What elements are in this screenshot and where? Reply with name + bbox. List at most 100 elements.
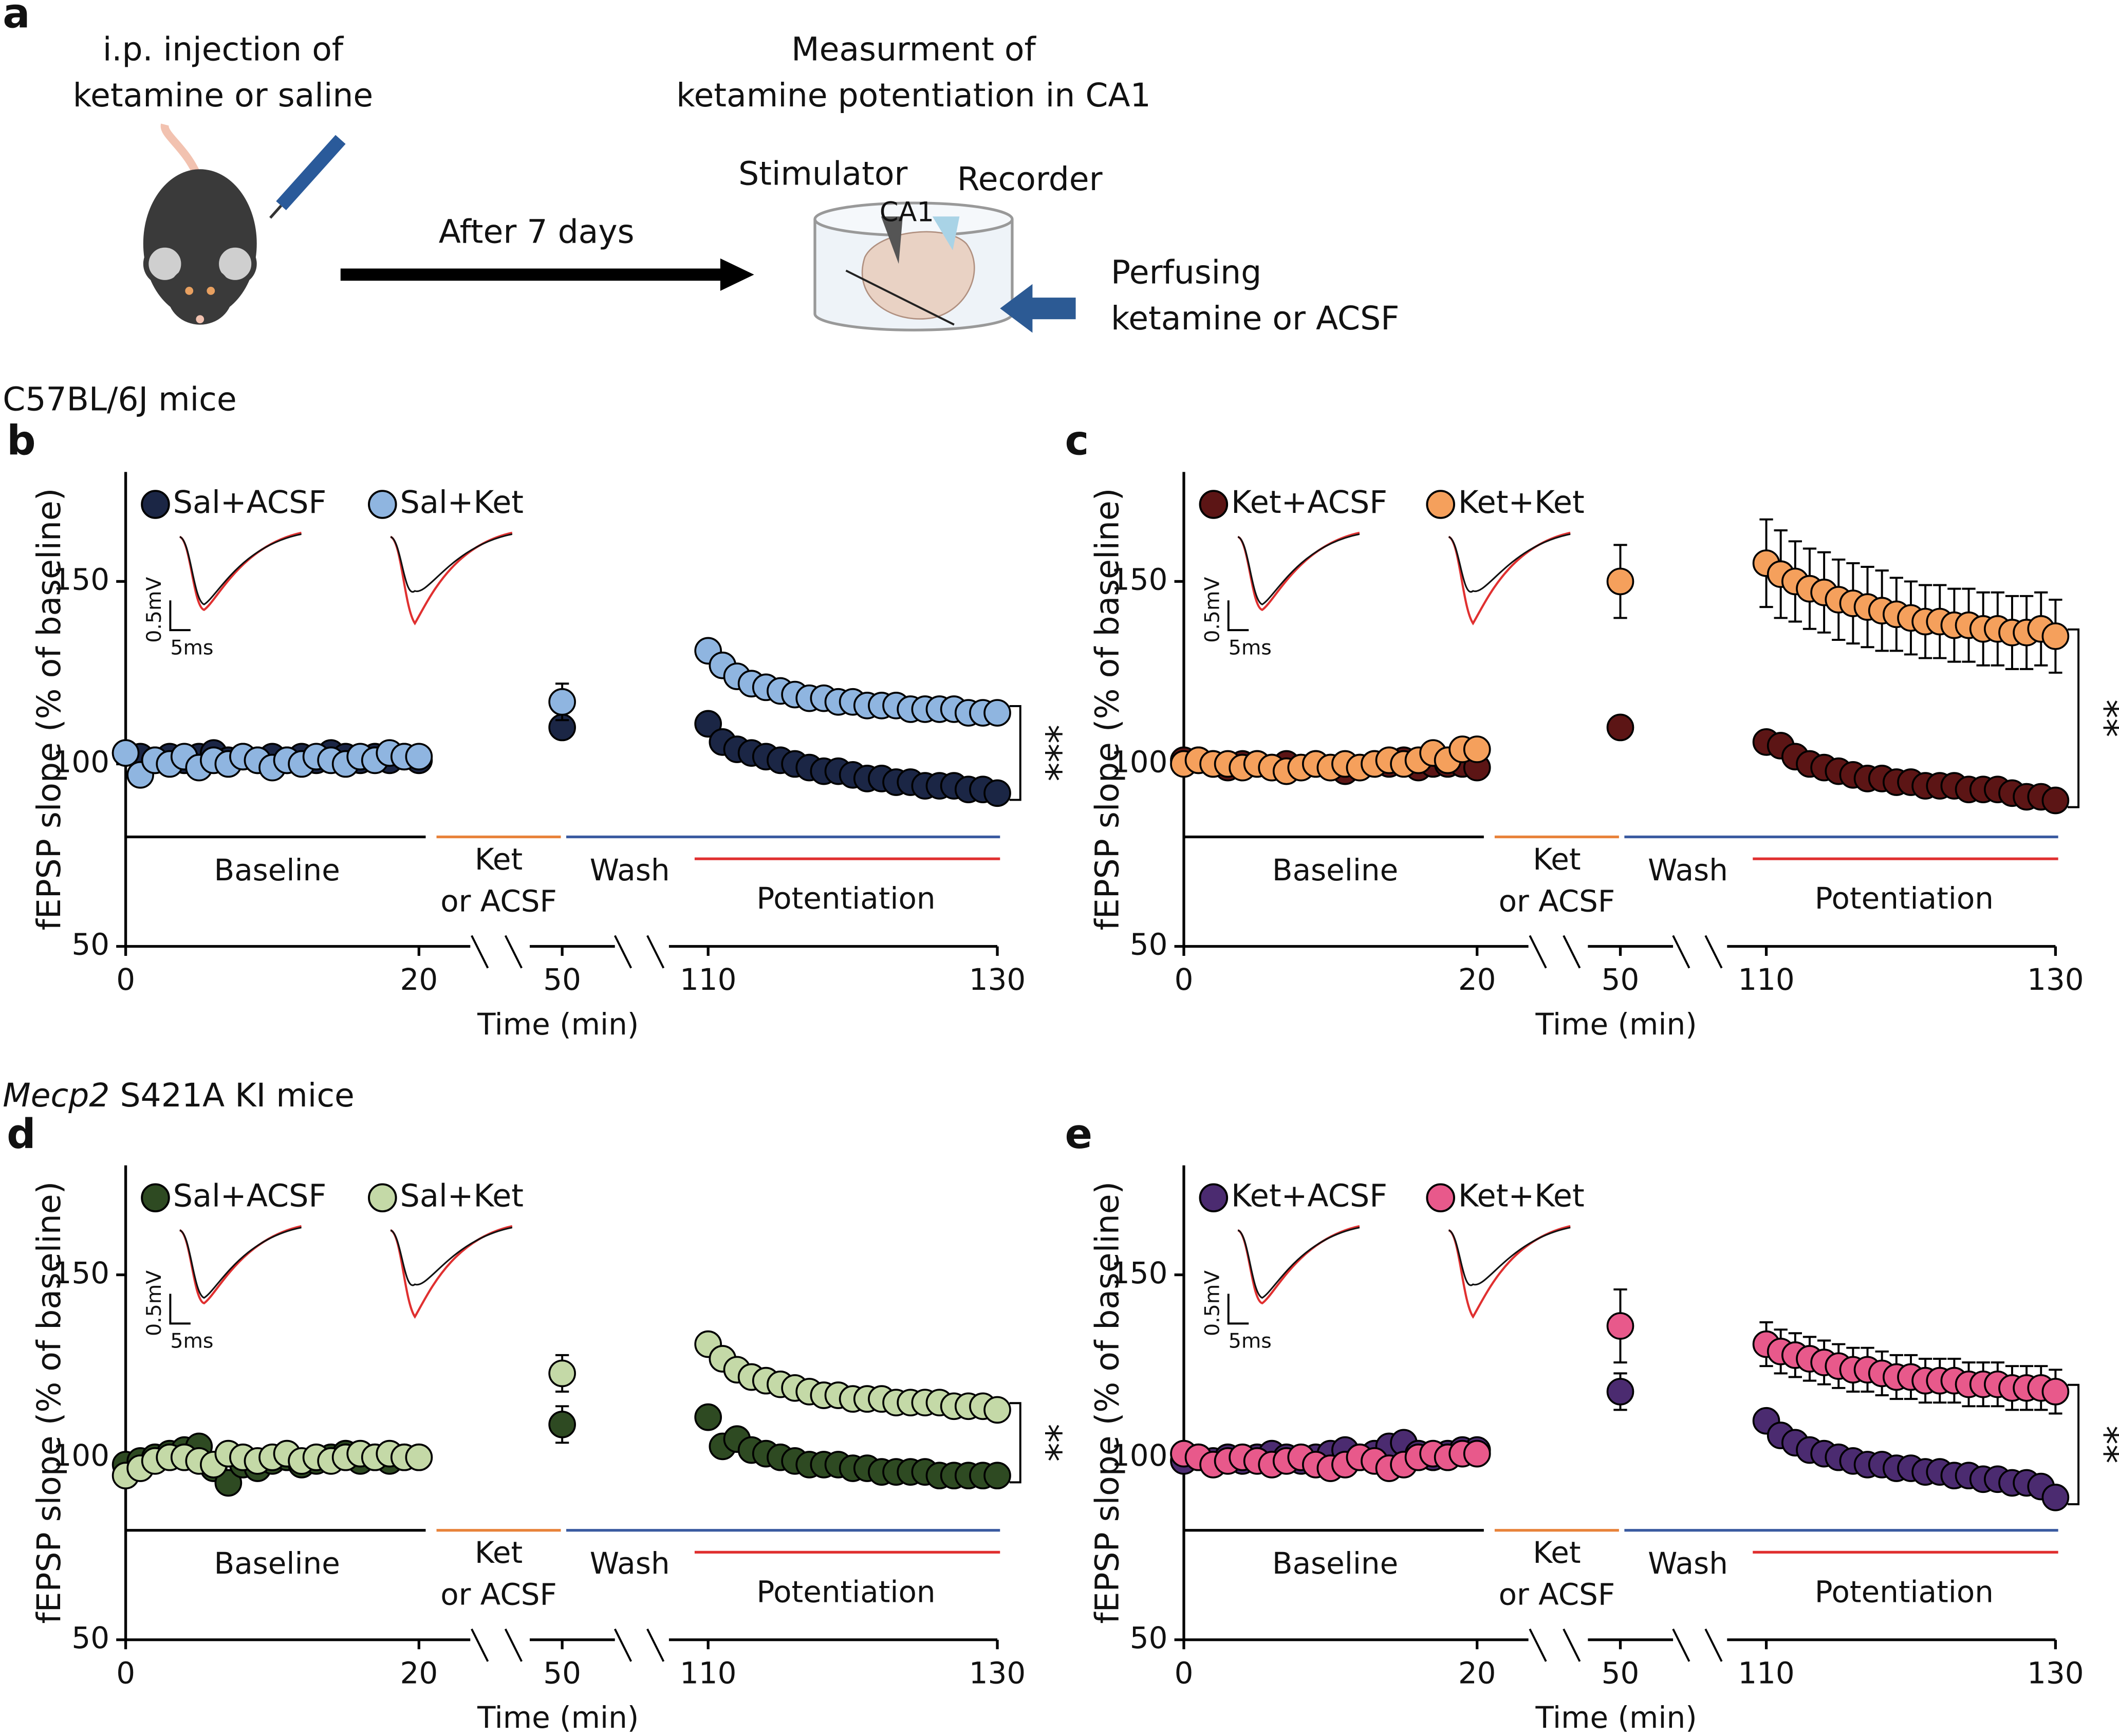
- phase-label: Potentiation: [756, 881, 935, 916]
- section-title: Mecp2 S421A KI mice: [3, 1076, 355, 1114]
- panel-label: b: [7, 417, 35, 465]
- panel-label: a: [3, 0, 30, 38]
- recorder-label: Recorder: [957, 160, 1103, 198]
- legend-marker: [1199, 1183, 1229, 1213]
- data-point: [694, 1403, 722, 1431]
- x-tick-label: 130: [969, 962, 1026, 997]
- gene-name: Mecp2: [3, 1076, 109, 1114]
- phase-label: Potentiation: [1815, 881, 1994, 916]
- phase-label: Baseline: [1272, 1546, 1398, 1581]
- trace: [179, 531, 302, 611]
- data-point: [548, 1410, 576, 1438]
- syringe-icon: [269, 135, 346, 219]
- x-tick-label: 50: [543, 1655, 581, 1690]
- data-point: [2041, 1484, 2070, 1511]
- scale-label: 5ms: [1229, 1329, 1272, 1353]
- x-tick-label: 110: [1738, 962, 1794, 997]
- y-tick-label: 150: [53, 1255, 109, 1290]
- arrow-label: After 7 days: [439, 213, 635, 251]
- phase-label: Ket: [1533, 1535, 1581, 1570]
- trace: [1237, 533, 1360, 605]
- scale-bar: [1227, 600, 1249, 632]
- trace: [1448, 531, 1571, 625]
- y-tick-label: 50: [1130, 927, 1168, 962]
- y-axis-label: fEPSP slope (% of baseline): [30, 488, 68, 931]
- arrow: [340, 258, 754, 291]
- x-tick-label: 50: [543, 962, 581, 997]
- x-axis-label: Time (min): [477, 1007, 639, 1042]
- x-tick-label: 20: [400, 1655, 438, 1690]
- data-point: [1463, 735, 1491, 763]
- x-tick-label: 130: [969, 1655, 1026, 1690]
- y-axis-label: fEPSP slope (% of baseline): [30, 1181, 68, 1624]
- perfusion-arrow: [1000, 284, 1076, 333]
- phase-label: or ACSF: [440, 883, 557, 918]
- injection-text: ketamine or saline: [73, 76, 374, 114]
- legend-label: Ket+Ket: [1458, 485, 1585, 521]
- trace: [1237, 1227, 1360, 1299]
- axis-break: [1528, 941, 1588, 952]
- significance-label: **: [2083, 699, 2119, 737]
- break-mark: [471, 1628, 489, 1662]
- legend-marker: [1199, 490, 1229, 519]
- x-axis-label: Time (min): [477, 1700, 639, 1735]
- break-mark: [1704, 1628, 1723, 1662]
- x-tick-label: 0: [1175, 962, 1194, 997]
- strain-name: S421A KI mice: [120, 1076, 355, 1114]
- legend-label: Sal+ACSF: [173, 1178, 327, 1214]
- legend-marker: [1426, 1183, 1455, 1213]
- axis-break: [1528, 1634, 1588, 1646]
- data-point: [983, 1462, 1011, 1490]
- phase-label: or ACSF: [1499, 1577, 1615, 1612]
- significance-bracket: [2068, 1383, 2080, 1505]
- trace: [389, 531, 513, 625]
- scale-bar: [169, 600, 191, 632]
- x-tick-label: 0: [1175, 1655, 1194, 1690]
- phase-label: Wash: [590, 853, 670, 888]
- panel-label: c: [1065, 417, 1089, 465]
- data-point: [1606, 567, 1634, 596]
- data-point: [1463, 1439, 1491, 1468]
- axis-break: [1673, 1634, 1727, 1646]
- x-tick-label: 50: [1602, 962, 1640, 997]
- trace: [389, 1225, 513, 1319]
- phase-label: Baseline: [1272, 853, 1398, 888]
- x-tick-label: 130: [2027, 1655, 2084, 1690]
- scale-label: 0.5mV: [1200, 577, 1224, 643]
- x-axis-label: Time (min): [1535, 1700, 1697, 1735]
- mouse-icon: [143, 123, 257, 325]
- phase-label: or ACSF: [440, 1577, 557, 1612]
- legend-label: Sal+Ket: [400, 1178, 524, 1214]
- trace: [390, 1227, 513, 1286]
- legend-marker: [1426, 490, 1455, 519]
- legend-marker: [141, 490, 170, 519]
- legend-marker: [368, 490, 397, 519]
- axis-break: [470, 941, 530, 952]
- significance-bracket: [1009, 1402, 1021, 1484]
- y-tick-label: 100: [53, 1438, 109, 1473]
- significance-label: **: [2083, 1426, 2119, 1464]
- break-mark: [1563, 1628, 1581, 1662]
- y-tick-label: 100: [1111, 745, 1167, 780]
- y-tick-label: 50: [71, 1620, 109, 1655]
- phase-label: Wash: [1648, 1546, 1728, 1581]
- y-axis-label: fEPSP slope (% of baseline): [1088, 488, 1126, 931]
- phase-label: Potentiation: [1815, 1574, 1994, 1609]
- break-mark: [1704, 935, 1723, 969]
- break-mark: [1563, 935, 1581, 969]
- scale-label: 5ms: [170, 636, 213, 659]
- data-point: [548, 1359, 576, 1388]
- axis-break: [615, 1634, 669, 1646]
- y-tick-label: 150: [1111, 1255, 1167, 1290]
- legend-label: Ket+Ket: [1458, 1178, 1585, 1214]
- trace: [1237, 1225, 1360, 1305]
- break-mark: [504, 935, 523, 969]
- data-point: [548, 688, 576, 716]
- data-point: [694, 710, 722, 738]
- break-mark: [504, 1628, 523, 1662]
- y-tick-label: 50: [1130, 1620, 1168, 1655]
- data-point: [214, 1469, 243, 1497]
- data-point: [983, 1396, 1011, 1424]
- data-point: [111, 739, 140, 767]
